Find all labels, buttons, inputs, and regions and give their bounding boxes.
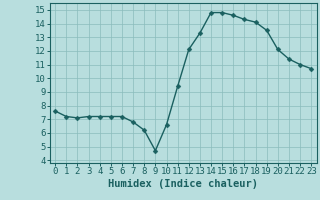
X-axis label: Humidex (Indice chaleur): Humidex (Indice chaleur) xyxy=(108,179,258,189)
